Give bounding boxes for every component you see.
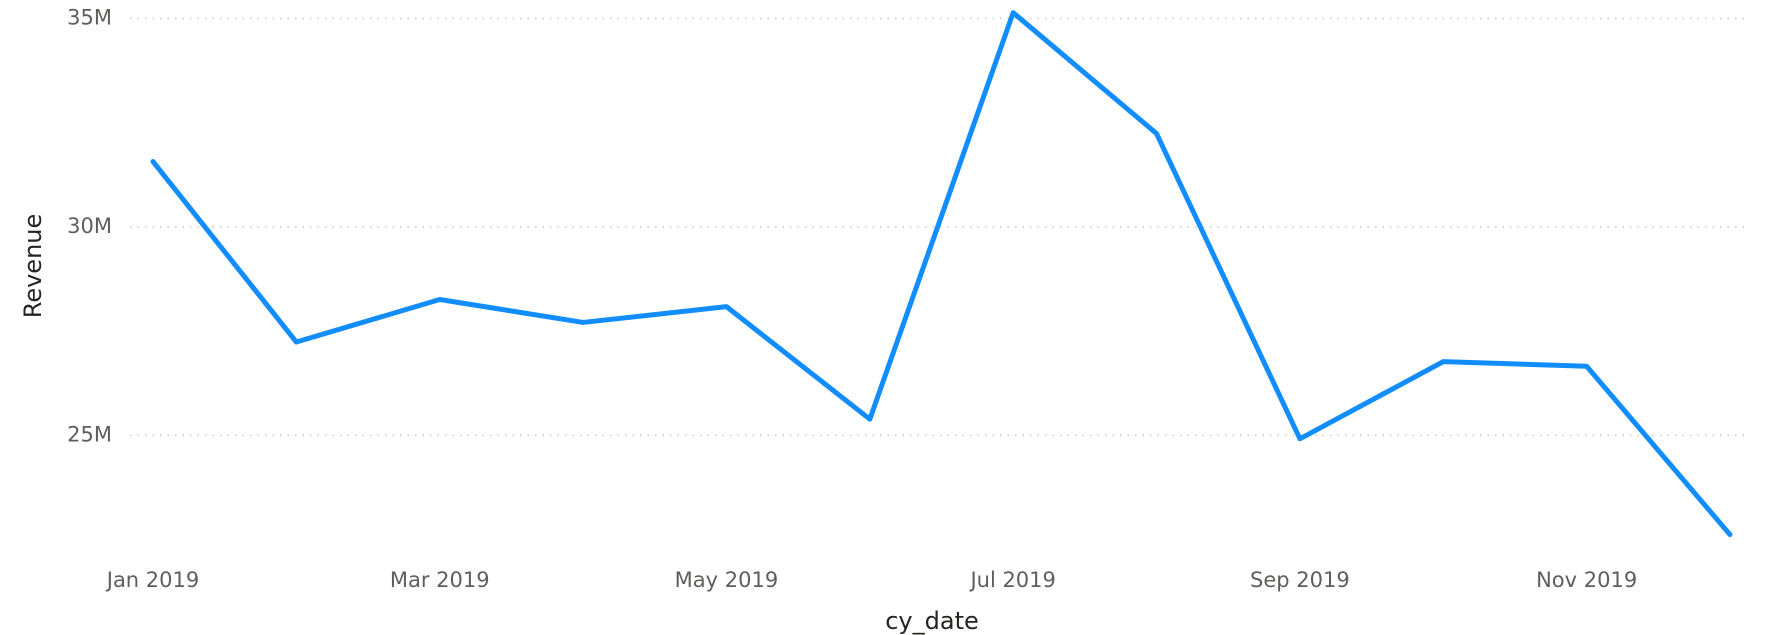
y-tick-label: 35M — [67, 6, 112, 30]
y-axis-title: Revenue — [19, 214, 47, 319]
x-tick-label: Mar 2019 — [390, 568, 490, 592]
y-tick-label: 25M — [67, 422, 112, 446]
x-tick-label: Jan 2019 — [105, 568, 200, 592]
x-tick-label: May 2019 — [675, 568, 779, 592]
x-axis-title: cy_date — [885, 607, 979, 635]
y-tick-label: 30M — [67, 214, 112, 238]
x-tick-label: Jul 2019 — [968, 568, 1055, 592]
x-tick-label: Nov 2019 — [1536, 568, 1637, 592]
series-line — [150, 10, 1733, 538]
x-tick-label: Sep 2019 — [1250, 568, 1350, 592]
